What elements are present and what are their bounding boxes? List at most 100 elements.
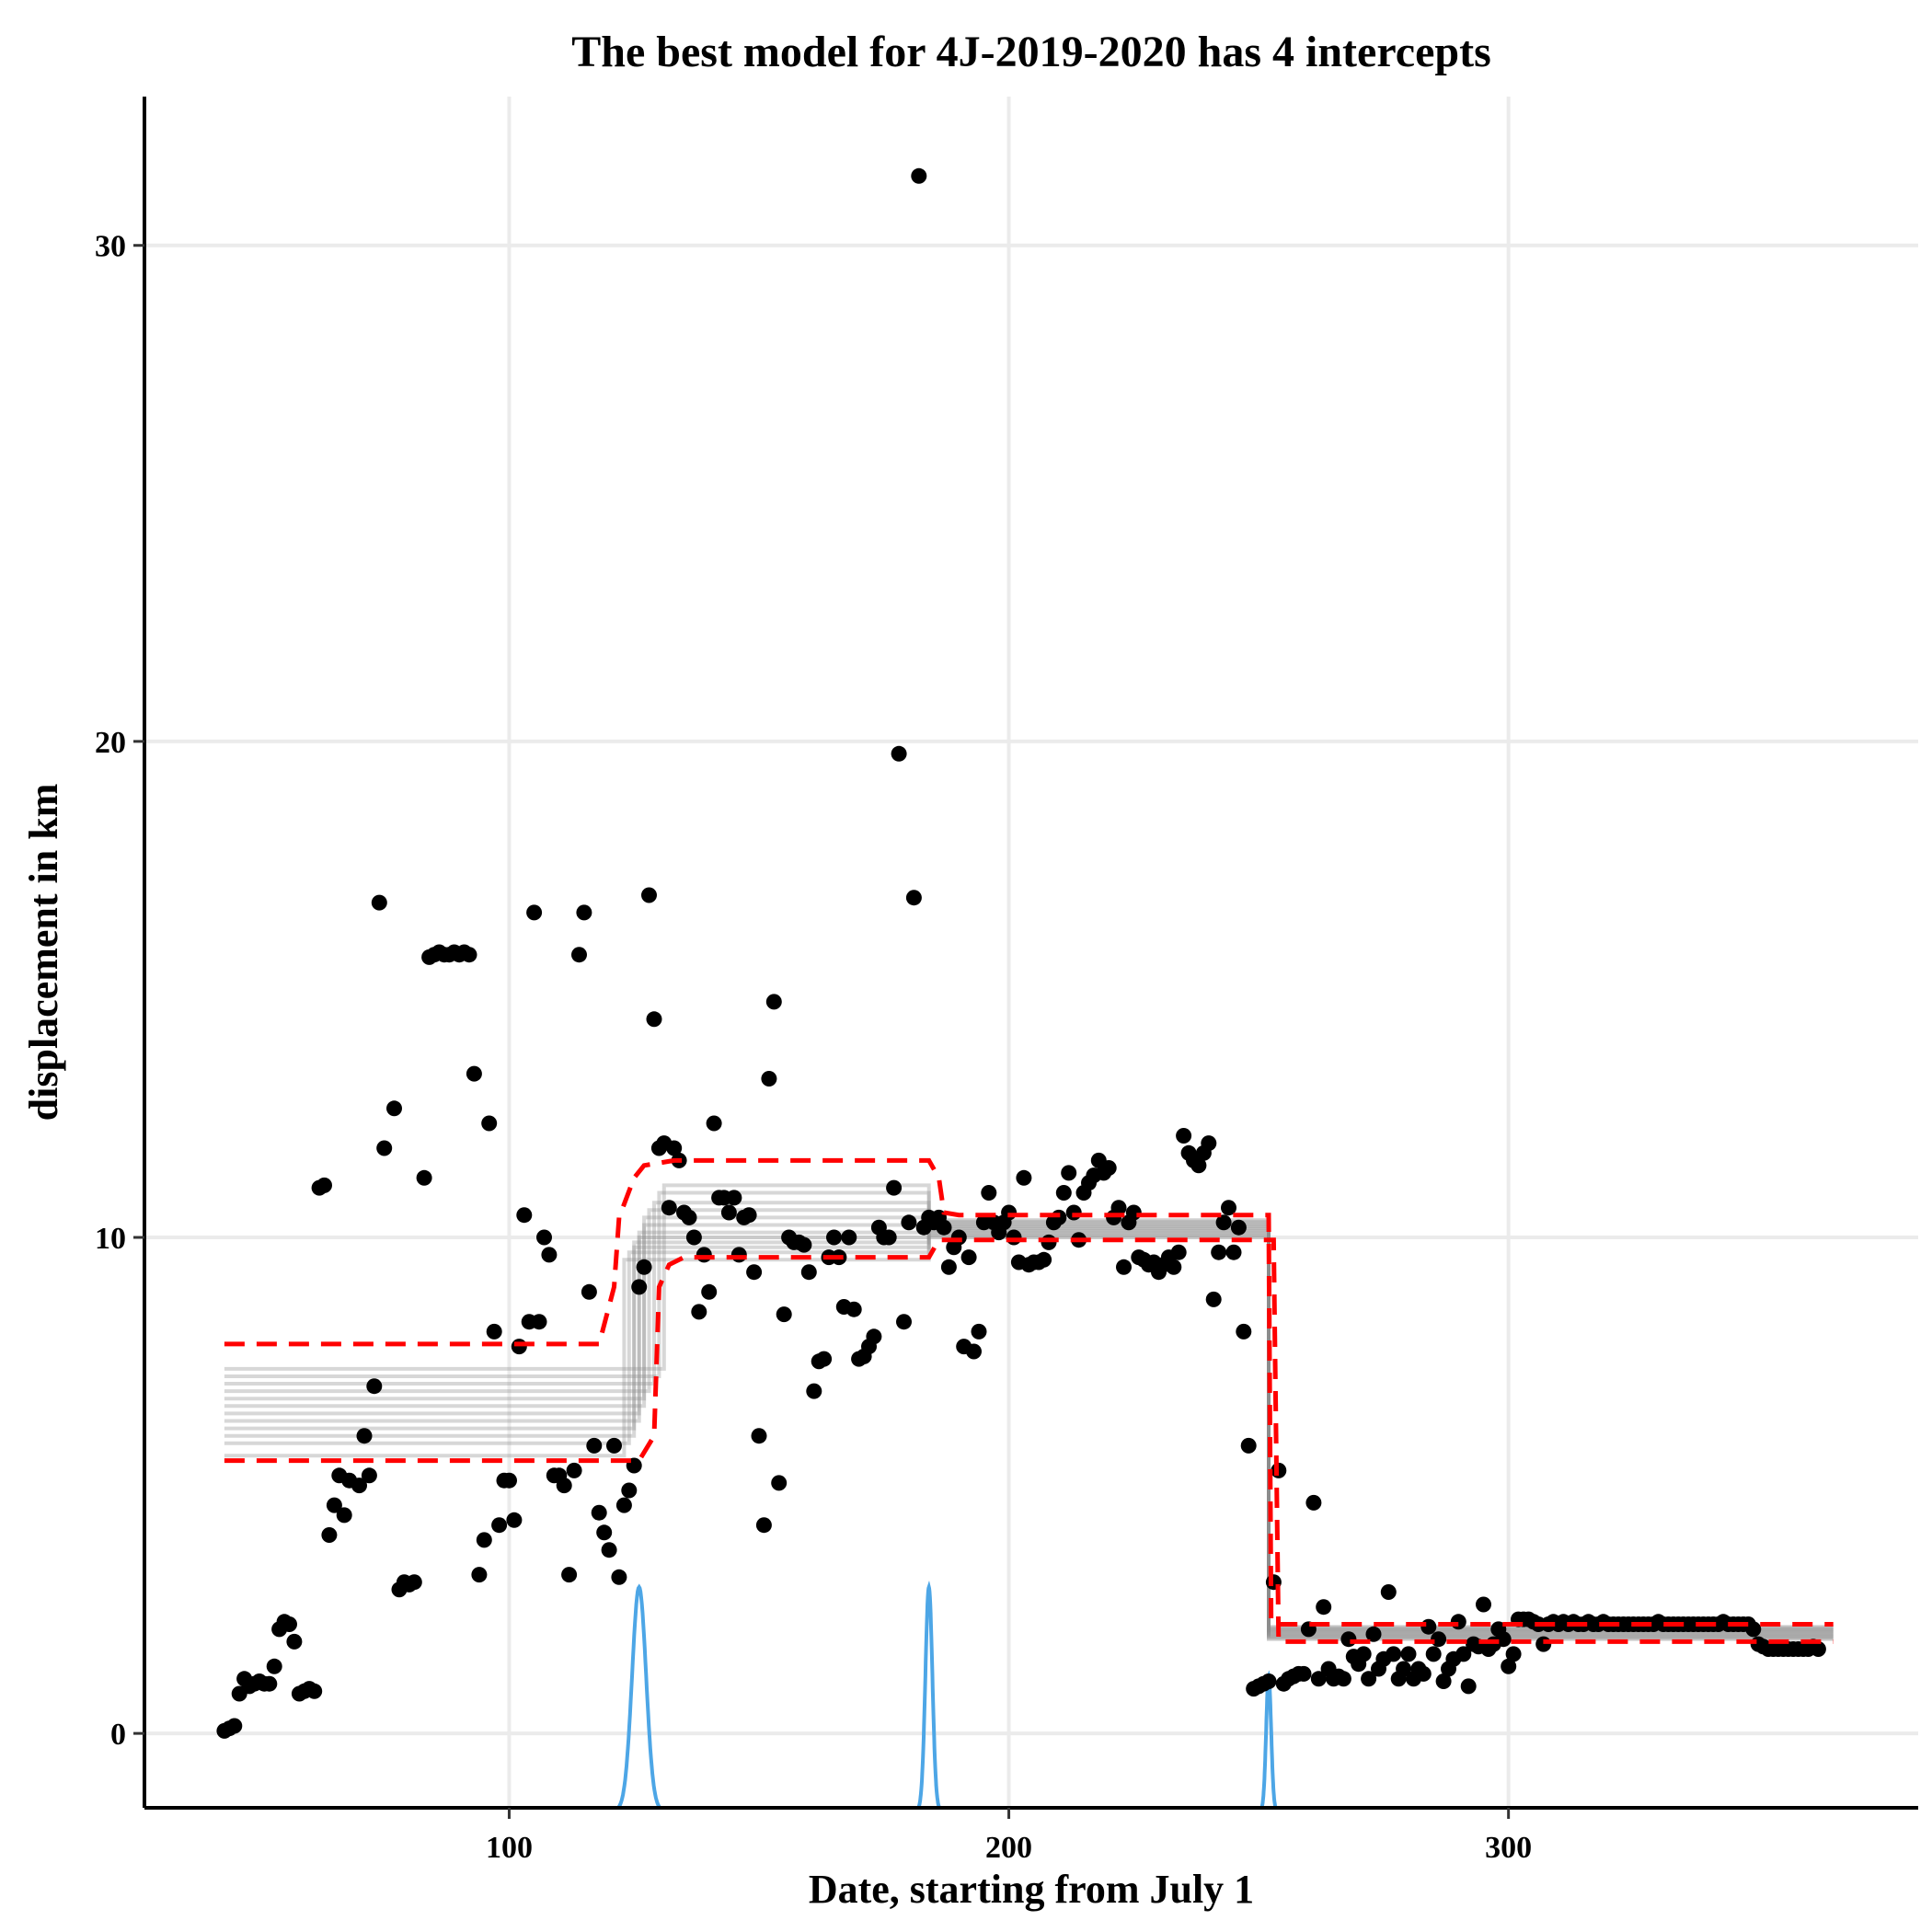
data-point [866,1328,882,1345]
data-point [406,1574,422,1591]
data-point [1355,1646,1372,1662]
data-point [905,890,922,906]
data-point [741,1207,757,1224]
data-point [1431,1631,1447,1648]
data-point [1041,1234,1057,1250]
data-point [911,167,927,184]
data-point [826,1229,842,1246]
data-point [796,1236,812,1253]
data-point [596,1524,613,1541]
data-point [1110,1200,1127,1216]
data-point [746,1264,763,1281]
data-point [1305,1494,1322,1511]
data-point [1386,1646,1402,1662]
posterior-step-line [224,1183,1834,1629]
data-point [776,1306,792,1323]
data-point [531,1314,547,1330]
data-point [1061,1165,1077,1181]
grid [144,97,1918,1808]
data-point [1455,1646,1472,1662]
data-point [481,1115,498,1132]
data-point [261,1675,278,1692]
data-point [1260,1673,1277,1689]
data-point [1476,1596,1491,1613]
data-point [476,1532,492,1548]
plot-area [216,167,1834,1810]
changepoint-density-curve [1259,1670,1279,1810]
data-point [1535,1636,1552,1652]
data-point [1176,1128,1192,1144]
data-point [316,1177,332,1193]
data-point [571,947,587,963]
data-point [615,1497,632,1513]
data-point [1051,1209,1067,1225]
data-point [696,1247,712,1263]
posterior-step-line [224,1227,1834,1636]
changepoint-density-curve [611,1583,668,1810]
data-point [1225,1244,1242,1260]
data-point [891,745,907,762]
data-point [755,1517,772,1534]
data-point [1170,1244,1187,1260]
data-point [461,947,477,963]
data-point [1495,1631,1512,1648]
x-axis-label: Date, starting from July 1 [809,1867,1254,1912]
data-point [771,1475,788,1491]
data-point [936,1219,952,1236]
data-point [1450,1614,1466,1630]
data-point [1460,1678,1477,1695]
data-point [845,1301,862,1317]
data-point [901,1214,917,1231]
data-point [800,1264,817,1281]
data-point [371,894,387,911]
axis-ticks: 100 200 300 0 10 20 30 [95,230,1532,1865]
posterior-step-line [224,1232,1834,1639]
data-point [1215,1214,1232,1231]
chart-title: The best model for 4J-2019-2020 has 4 in… [571,28,1491,76]
data-point [960,1249,977,1266]
data-point [816,1351,833,1367]
data-point [981,1185,997,1201]
data-point [950,1229,967,1246]
data-point [1365,1626,1382,1642]
posterior-step-line [224,1229,1834,1637]
data-point [526,904,543,921]
data-point [1006,1229,1022,1246]
data-point [1201,1135,1217,1152]
data-point [1190,1157,1207,1174]
data-point [806,1383,822,1399]
data-point [506,1512,523,1528]
data-point [1230,1219,1247,1236]
data-point [1001,1204,1018,1221]
data-point [691,1304,707,1320]
data-point [306,1683,323,1699]
data-point [940,1259,957,1275]
data-point [1400,1646,1417,1662]
data-point [1501,1658,1517,1674]
data-point [685,1229,702,1246]
data-point [1205,1291,1222,1307]
data-point [361,1467,377,1484]
data-point [971,1323,987,1340]
posterior-step-line [224,1236,1834,1641]
data-point [1310,1671,1327,1687]
changepoint-density-outline [914,1581,943,1810]
data-point [1036,1251,1052,1268]
y-axis-label: displacement in km [21,784,66,1121]
data-point [1236,1323,1252,1340]
data-point [636,1259,652,1275]
data-point [561,1567,578,1583]
ci-upper-line [224,1157,1834,1627]
data-point [726,1190,742,1206]
data-point [646,1011,662,1028]
data-point [501,1472,517,1489]
data-point [511,1339,527,1355]
data-point [751,1428,767,1444]
data-point [336,1507,352,1524]
y-tick-label: 10 [95,1222,126,1256]
data-point [376,1140,393,1156]
data-point [326,1497,342,1513]
data-point [880,1229,897,1246]
data-point [586,1437,603,1454]
